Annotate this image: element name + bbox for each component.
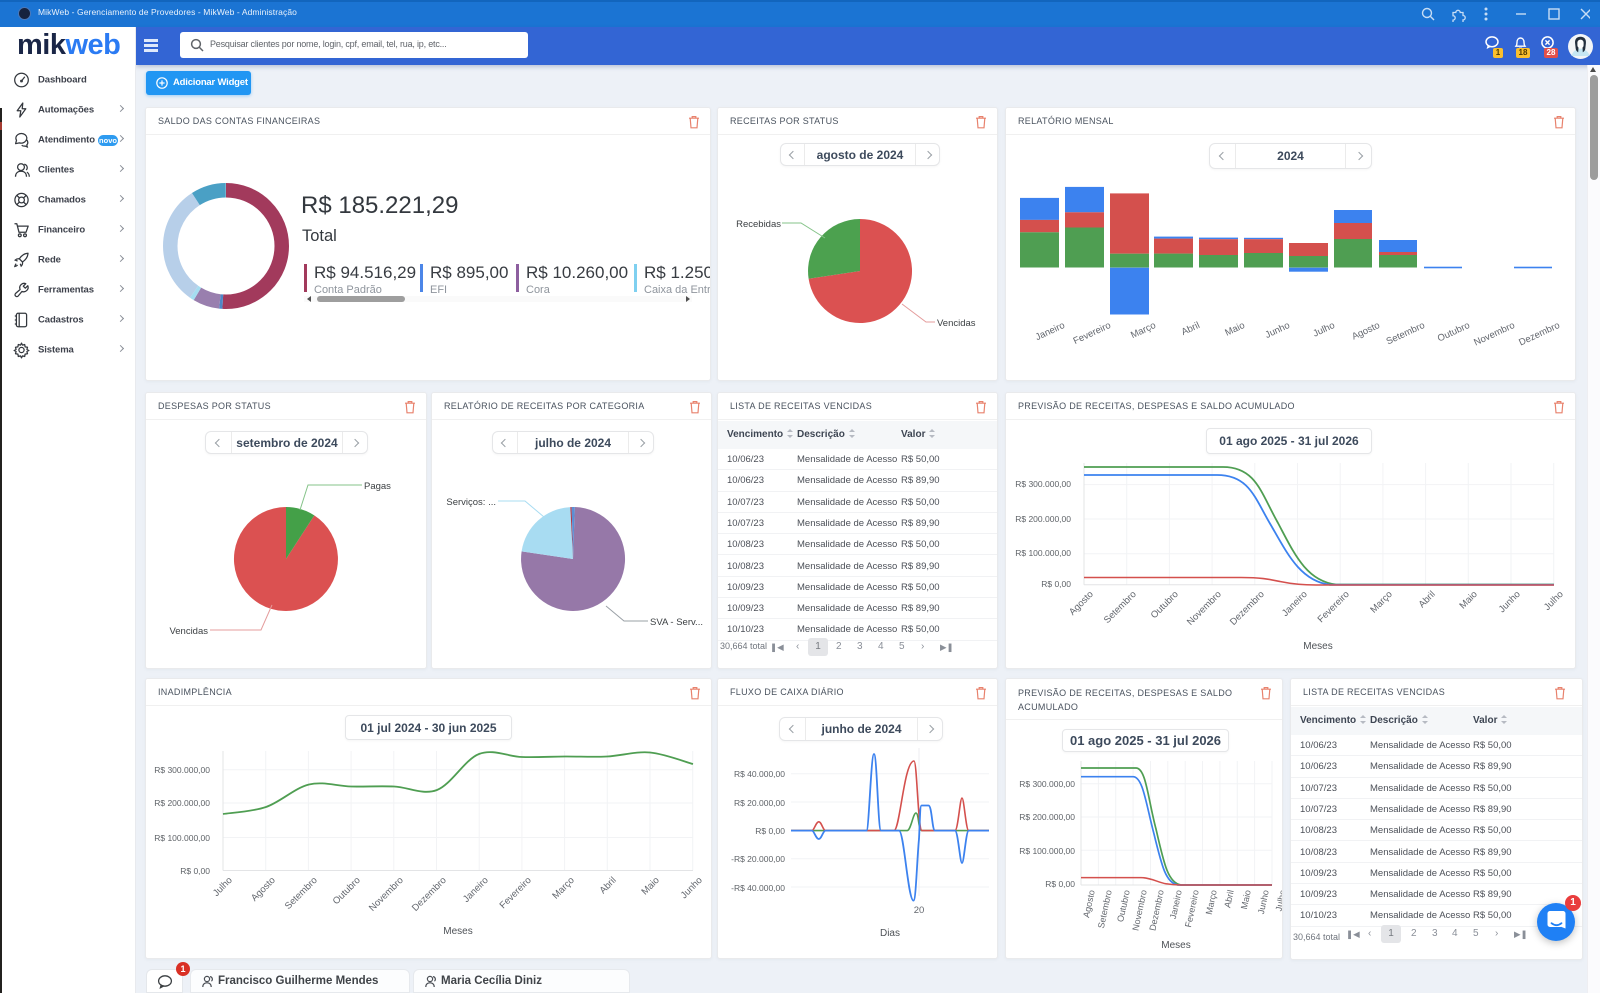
svg-text:Recebidas: Recebidas: [736, 219, 781, 230]
svg-text:Serviços: ...: Serviços: ...: [446, 497, 496, 508]
svg-text:SVA - Serv...: SVA - Serv...: [650, 617, 703, 628]
svg-text:Vencidas: Vencidas: [169, 626, 208, 637]
svg-text:Pagas: Pagas: [364, 481, 391, 492]
svg-text:Vencidas: Vencidas: [937, 318, 976, 329]
